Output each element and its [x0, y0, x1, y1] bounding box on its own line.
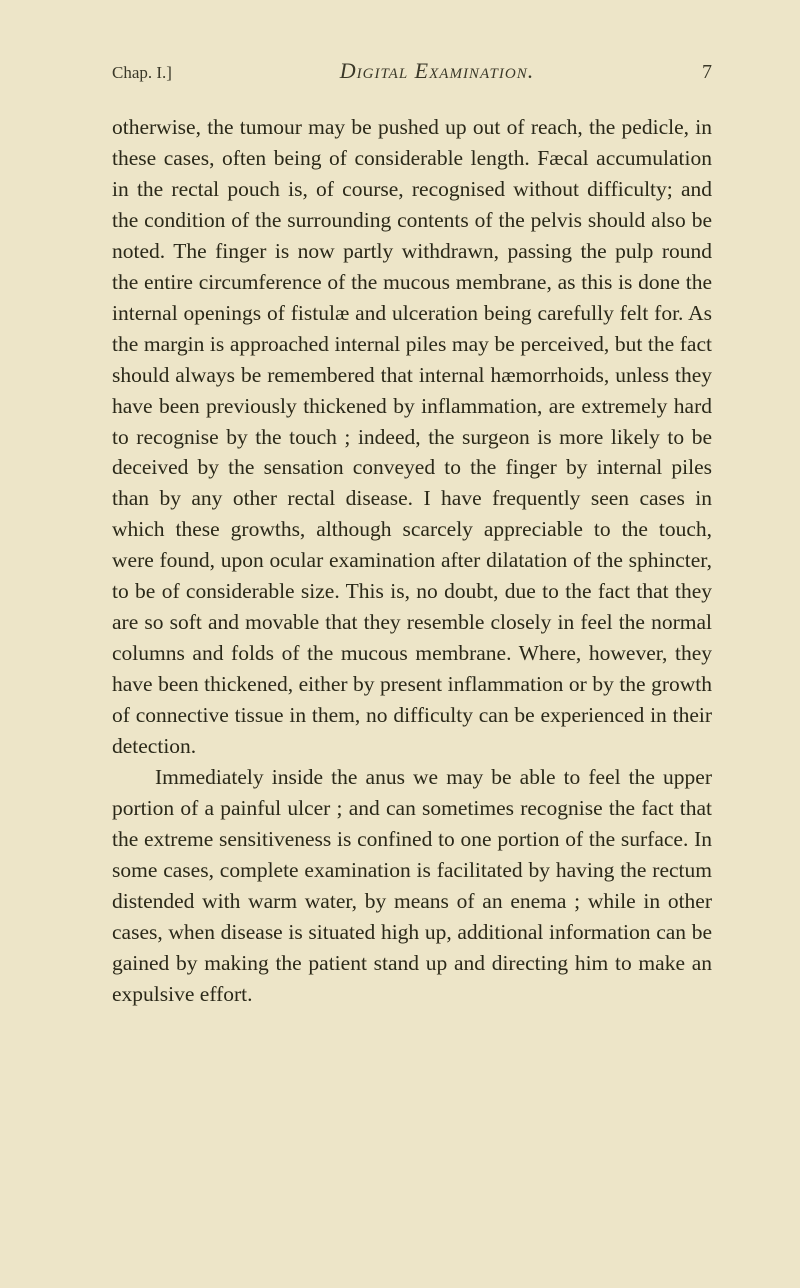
page-container: Chap. I.] Digital Examination. 7 otherwi…	[0, 0, 800, 1288]
body-text: otherwise, the tumour may be pushed up o…	[112, 112, 712, 1010]
page-number: 7	[702, 61, 712, 84]
chapter-label: Chap. I.]	[112, 63, 172, 83]
paragraph-1: otherwise, the tumour may be pushed up o…	[112, 112, 712, 762]
page-title: Digital Examination.	[340, 58, 534, 84]
paragraph-2: Immediately inside the anus we may be ab…	[112, 762, 712, 1010]
page-header: Chap. I.] Digital Examination. 7	[112, 58, 712, 84]
